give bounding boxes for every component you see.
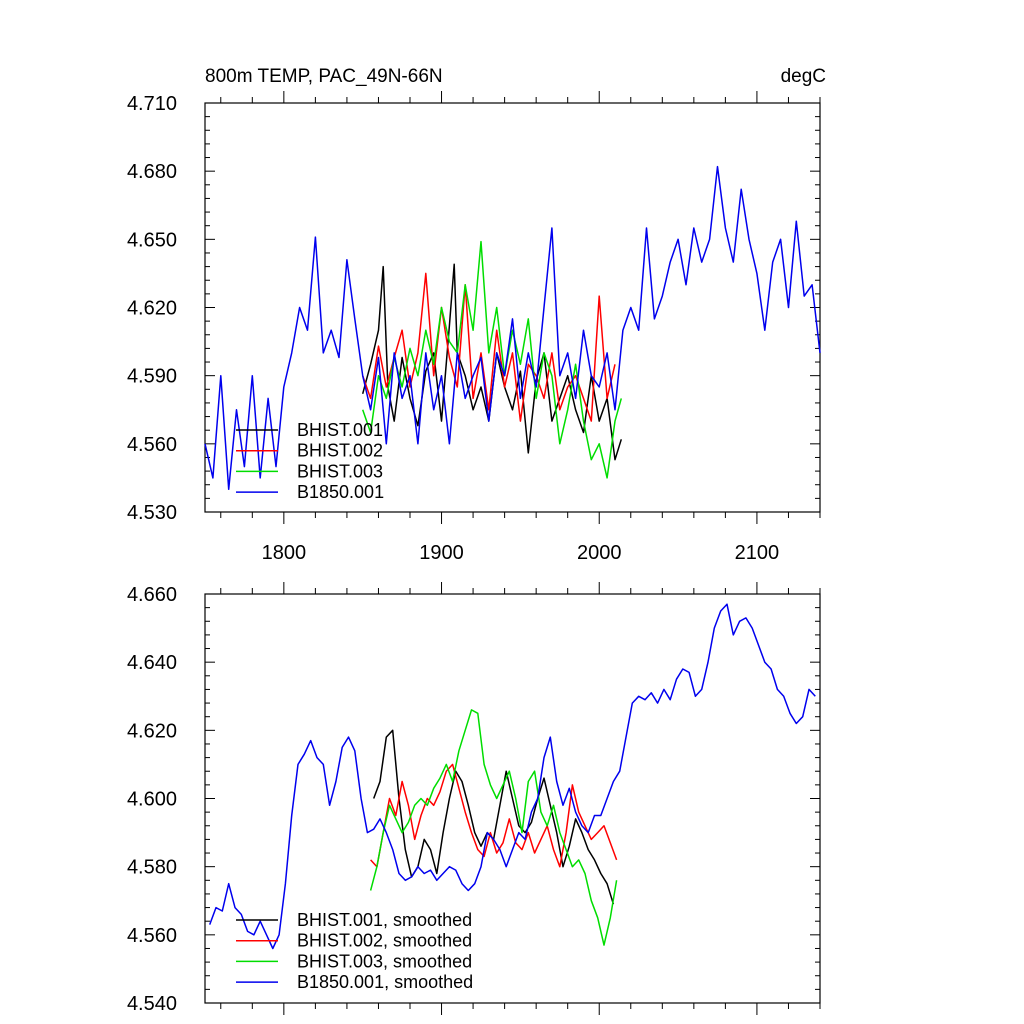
y-tick-label: 4.580: [127, 857, 177, 879]
x-tick-label: 1900: [419, 542, 464, 564]
y-tick-label: 4.590: [127, 366, 177, 388]
x-tick-label: 1800: [262, 542, 307, 564]
series-line-b1850-001-smoothed: [208, 603, 816, 950]
y-tick-label: 4.540: [127, 993, 177, 1015]
y-tick-label: 4.640: [127, 652, 177, 674]
series-line-bhist-003-smoothed: [369, 709, 618, 946]
legend-label: B1850.001: [297, 482, 384, 502]
legend-label: BHIST.001, smoothed: [297, 910, 472, 930]
legend-label: BHIST.003: [297, 461, 383, 481]
y-tick-label: 4.560: [127, 434, 177, 456]
y-tick-label: 4.530: [127, 502, 177, 524]
y-tick-label: 4.620: [127, 720, 177, 742]
legend-label: BHIST.003, smoothed: [297, 951, 472, 971]
legend-label: BHIST.002: [297, 441, 383, 461]
legend-label: B1850.001, smoothed: [297, 972, 473, 992]
series-line-bhist-001: [361, 263, 623, 461]
chart-title: 800m TEMP, PAC_49N-66N: [205, 66, 443, 87]
series-line-b1850-001: [204, 165, 821, 491]
y-tick-label: 4.660: [127, 584, 177, 606]
units-label: degC: [781, 66, 826, 87]
y-tick-label: 4.710: [127, 93, 177, 115]
x-tick-label: 2000: [577, 542, 622, 564]
y-tick-label: 4.680: [127, 161, 177, 183]
series-line-bhist-003: [361, 240, 623, 479]
top-panel: 4.530 4.560 4.590 4.620 4.650 4.680 4.710 1800 1…: [127, 91, 821, 564]
y-tick-label: 4.560: [127, 925, 177, 947]
y-tick-label: 4.620: [127, 298, 177, 320]
x-tick-label: 2100: [735, 542, 780, 564]
bottom-panel: 4.540 4.560 4.580 4.600 4.620 4.640 4.660 BHIST…: [127, 582, 821, 1015]
legend-label: BHIST.001: [297, 420, 383, 440]
y-tick-label: 4.600: [127, 789, 177, 811]
series-line-bhist-002-smoothed: [370, 763, 618, 868]
legend-label: BHIST.002, smoothed: [297, 931, 472, 951]
y-tick-label: 4.650: [127, 229, 177, 251]
